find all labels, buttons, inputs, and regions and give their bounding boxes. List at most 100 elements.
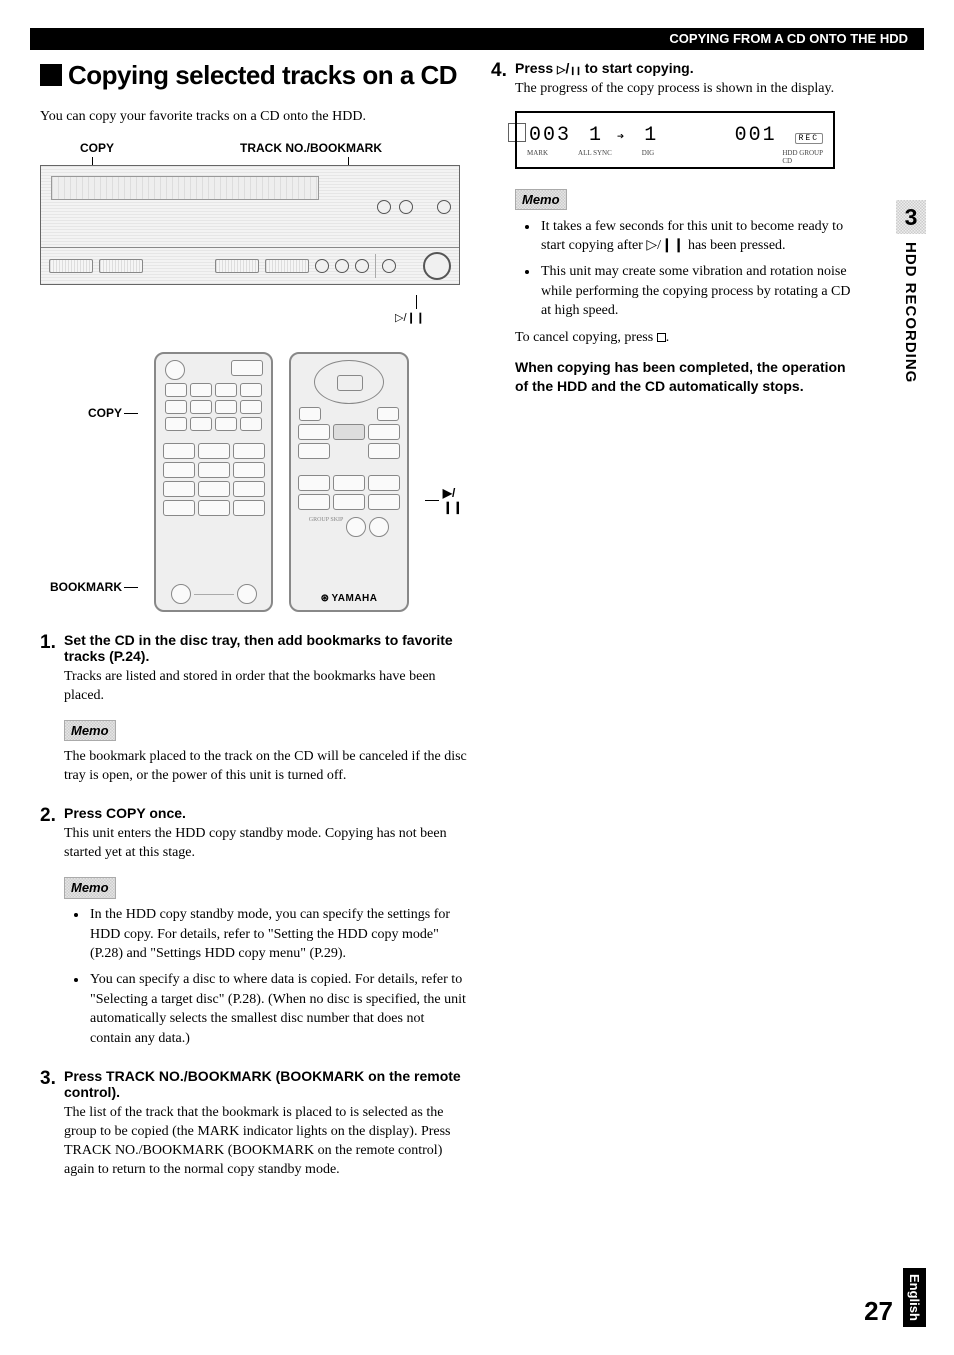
remote-btn-icon xyxy=(240,383,262,397)
step-2: 2 Press COPY once. This unit enters the … xyxy=(40,805,467,863)
remote-btn-icon xyxy=(190,417,212,431)
step-3-title: Press TRACK NO./BOOKMARK (BOOKMARK on th… xyxy=(64,1068,467,1100)
remote-btn-icon xyxy=(333,494,365,510)
remote-btn-icon xyxy=(240,400,262,414)
rec-indicator: REC xyxy=(795,133,823,144)
step-number: 3 xyxy=(40,1068,60,1090)
page-number: 27 xyxy=(864,1296,893,1327)
remote-btn-icon xyxy=(369,517,389,537)
knob-icon xyxy=(382,259,396,273)
remote-btn-icon xyxy=(233,443,265,459)
footer: 27 English xyxy=(864,1268,926,1327)
knob-icon xyxy=(355,259,369,273)
remote-left-labels: COPY BOOKMARK xyxy=(40,352,138,612)
panel-button-icon xyxy=(49,259,93,273)
remote-btn-icon xyxy=(163,481,195,497)
remote-btn-icon xyxy=(233,462,265,478)
step-4: 4 Press / to start copying. The progress… xyxy=(491,60,858,99)
memo-label: Memo xyxy=(64,720,116,742)
panel-button-icon xyxy=(215,259,259,273)
label-copy: COPY xyxy=(40,141,130,155)
remote-btn-icon xyxy=(198,500,230,516)
step-2-memo-list: In the HDD copy standby mode, you can sp… xyxy=(64,905,467,1048)
play-pause-label-right: ▶/❙❙ xyxy=(439,486,467,514)
step-4-body: The progress of the copy process is show… xyxy=(515,80,858,99)
side-tab: 3 HDD RECORDING xyxy=(896,200,926,383)
step-4-memo-2: This unit may create some vibration and … xyxy=(539,262,858,321)
remote-btn-icon xyxy=(165,383,187,397)
label-trackno: TRACK NO./BOOKMARK xyxy=(130,141,467,155)
display-mark: MARK xyxy=(527,149,548,165)
step-3-body: The list of the track that the bookmark … xyxy=(64,1104,467,1180)
remote-label-copy: COPY xyxy=(40,406,124,420)
remote-btn-icon xyxy=(368,424,400,440)
remote-btn-icon xyxy=(233,481,265,497)
panel-button-icon xyxy=(265,259,309,273)
remote-btn-icon xyxy=(190,383,212,397)
device-callout-labels: COPY TRACK NO./BOOKMARK xyxy=(40,141,467,155)
remote-btn-icon xyxy=(298,424,330,440)
display-allsync: ALL SYNC xyxy=(578,149,612,165)
remote-right-label: ▶/❙❙ xyxy=(425,486,467,514)
remote-btn-icon xyxy=(298,475,330,491)
stop-icon xyxy=(657,333,666,342)
step-number: 2 xyxy=(40,805,60,827)
remote-btn-icon xyxy=(233,500,265,516)
step-number: 1 xyxy=(40,632,60,654)
remote-left-illustration xyxy=(154,352,273,612)
step-4-memo-list: It takes a few seconds for this unit to … xyxy=(515,217,858,321)
knob-icon xyxy=(437,200,451,214)
step-3: 3 Press TRACK NO./BOOKMARK (BOOKMARK on … xyxy=(40,1068,467,1180)
remote-btn-icon xyxy=(346,517,366,537)
display-val-4: 001 xyxy=(735,124,777,147)
display-val-3: 1 xyxy=(644,124,658,147)
title-square-icon xyxy=(40,64,62,86)
step-1: 1 Set the CD in the disc tray, then add … xyxy=(40,632,467,706)
device-display-icon xyxy=(51,176,319,200)
remote-btn-icon xyxy=(163,443,195,459)
step-4-done: When copying has been completed, the ope… xyxy=(515,358,858,397)
remote-btn-icon xyxy=(215,400,237,414)
remote-btn-icon xyxy=(377,407,399,421)
section-title: Copying selected tracks on a CD xyxy=(40,60,467,91)
memo-label: Memo xyxy=(515,189,567,211)
remote-btn-icon xyxy=(198,443,230,459)
remote-dpad-icon xyxy=(314,360,384,404)
step-2-title: Press COPY once. xyxy=(64,805,467,821)
display-dig: DIG xyxy=(642,149,654,165)
remote-btn-icon xyxy=(165,400,187,414)
display-hdd: HDD GROUPCD xyxy=(782,149,823,165)
remote-btn-icon xyxy=(368,494,400,510)
step-2-memo-1: In the HDD copy standby mode, you can sp… xyxy=(88,905,467,964)
remote-btn-icon xyxy=(333,475,365,491)
remote-illustrations: COPY BOOKMARK xyxy=(40,352,467,612)
remote-btn-icon xyxy=(165,360,185,380)
step-4-title: Press / to start copying. xyxy=(515,60,858,76)
remote-btn-icon xyxy=(240,417,262,431)
remote-btn-icon xyxy=(163,462,195,478)
jog-dial-icon xyxy=(423,252,451,280)
panel-button-icon xyxy=(99,259,143,273)
remote-right-illustration: GROUP SKIP YAMAHA xyxy=(289,352,408,612)
step-1-body: Tracks are listed and stored in order th… xyxy=(64,668,467,706)
remote-btn-icon xyxy=(165,417,187,431)
play-icon xyxy=(557,60,565,76)
remote-btn-icon xyxy=(298,494,330,510)
step-2-body: This unit enters the HDD copy standby mo… xyxy=(64,825,467,863)
display-val-1: ⃞003 xyxy=(527,117,571,147)
remote-btn-icon xyxy=(368,475,400,491)
language-tab: English xyxy=(903,1268,926,1327)
remote-btn-icon xyxy=(190,400,212,414)
chapter-number: 3 xyxy=(896,200,926,234)
intro-text: You can copy your favorite tracks on a C… xyxy=(40,109,467,125)
remote-btn-icon xyxy=(198,481,230,497)
remote-btn-icon xyxy=(215,417,237,431)
step-number: 4 xyxy=(491,60,511,82)
remote-btn-icon xyxy=(333,424,365,440)
step-4-title-b: to start copying. xyxy=(581,60,694,76)
device-front-panel-illustration xyxy=(40,165,460,285)
step-4-memo-1: It takes a few seconds for this unit to … xyxy=(539,217,858,256)
content-area: Copying selected tracks on a CD You can … xyxy=(40,60,894,1180)
play-pause-label: ▷/❙❙ xyxy=(395,312,425,324)
remote-btn-icon xyxy=(298,443,330,459)
